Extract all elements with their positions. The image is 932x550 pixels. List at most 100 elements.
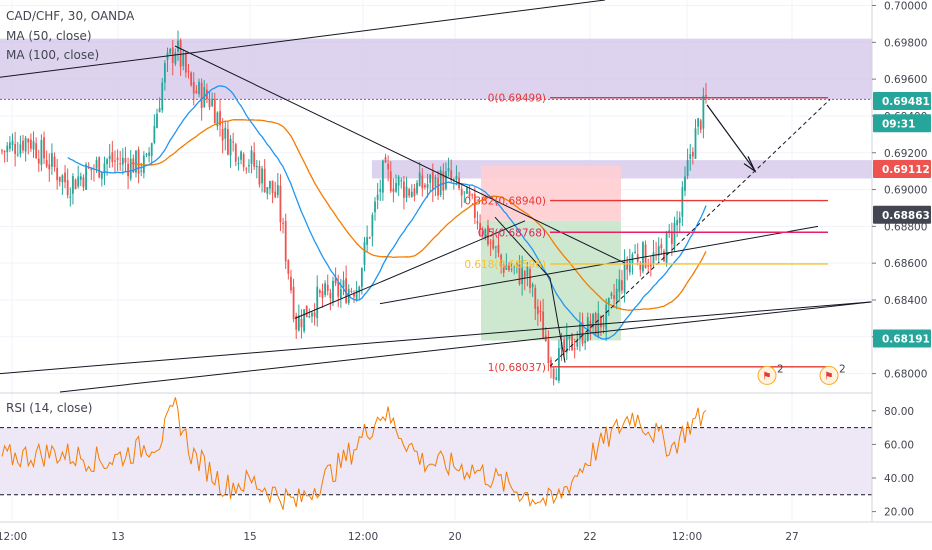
candle-body bbox=[74, 179, 77, 190]
candle-body bbox=[329, 292, 332, 299]
wave-line bbox=[549, 277, 566, 363]
price-tick-label: 0.69000 bbox=[884, 185, 927, 197]
candle-body bbox=[208, 98, 211, 108]
candle-body bbox=[705, 94, 707, 97]
candle-body bbox=[536, 306, 539, 314]
candle-body bbox=[87, 167, 90, 169]
rising-support-line bbox=[379, 225, 819, 305]
candle-body bbox=[276, 185, 279, 195]
candle-body bbox=[124, 158, 127, 163]
candle-body bbox=[445, 171, 447, 189]
candle-body bbox=[274, 191, 277, 198]
candle-body bbox=[568, 336, 571, 339]
upper-trendline bbox=[0, 0, 606, 78]
ma100-label: MA (100, close) bbox=[6, 48, 100, 62]
fib-level-label: 0.382(0.68940) bbox=[464, 196, 546, 208]
candle-body bbox=[476, 221, 479, 224]
arrow-head bbox=[743, 156, 757, 173]
candle-body bbox=[45, 160, 48, 167]
candle-body bbox=[484, 228, 487, 238]
rsi-legend: RSI (14, close) bbox=[6, 401, 92, 415]
resistance-zone bbox=[0, 38, 872, 100]
candle-body bbox=[439, 170, 442, 195]
rsi-tick-label: 40.00 bbox=[884, 473, 914, 485]
candle-body bbox=[156, 113, 158, 128]
rsi-band bbox=[0, 427, 872, 495]
candle-body bbox=[521, 267, 524, 285]
candle-body bbox=[691, 151, 694, 157]
candle-body bbox=[584, 340, 587, 344]
candle-body bbox=[53, 156, 56, 168]
candle-body bbox=[321, 291, 324, 298]
candle-body bbox=[471, 194, 474, 196]
candle-body bbox=[287, 260, 290, 274]
candle-body bbox=[468, 191, 471, 197]
candle-body bbox=[529, 268, 531, 288]
candle-body bbox=[610, 293, 613, 296]
candle-body bbox=[82, 177, 85, 188]
candle-body bbox=[689, 154, 692, 160]
candle-body bbox=[626, 261, 629, 270]
dashed-projection-line bbox=[549, 99, 831, 367]
candle-body bbox=[379, 188, 382, 192]
candle-body bbox=[678, 217, 681, 224]
time-tick-label: 12:00 bbox=[0, 531, 27, 543]
fib-level-label: 1(0.68037) bbox=[488, 362, 546, 374]
event-badge-icon bbox=[819, 365, 839, 385]
candle-body bbox=[153, 125, 156, 143]
candle-body bbox=[502, 263, 505, 273]
candle-body bbox=[350, 290, 353, 292]
candle-body bbox=[668, 230, 671, 232]
price-tag-label: 0.68191 bbox=[882, 333, 930, 345]
price-tick-label: 0.69200 bbox=[884, 148, 927, 160]
fib-level-label: 0(0.69499) bbox=[488, 93, 546, 105]
candle-body bbox=[374, 201, 376, 213]
candle-body bbox=[229, 138, 232, 156]
candle-body bbox=[177, 40, 179, 52]
candles bbox=[1, 30, 707, 386]
candle-body bbox=[303, 309, 305, 331]
candle-body bbox=[424, 185, 426, 188]
candle-body bbox=[174, 52, 177, 64]
candle-body bbox=[119, 163, 122, 165]
candle-body bbox=[3, 151, 6, 153]
candle-body bbox=[245, 168, 248, 170]
wave-line bbox=[494, 216, 551, 279]
candle-body bbox=[397, 176, 400, 186]
ascending-trendline bbox=[294, 220, 526, 319]
candle-body bbox=[579, 324, 581, 340]
candle-body bbox=[500, 254, 503, 263]
candle-body bbox=[297, 315, 300, 331]
price-tick-label: 0.68400 bbox=[884, 295, 927, 307]
candle-body bbox=[145, 154, 148, 156]
candle-body bbox=[51, 153, 53, 167]
candle-body bbox=[332, 280, 334, 303]
candle-body bbox=[381, 160, 384, 193]
ma50-label: MA (50, close) bbox=[6, 29, 92, 43]
candle-body bbox=[368, 237, 371, 239]
candle-body bbox=[232, 141, 235, 143]
candle-body bbox=[240, 151, 242, 160]
candle-body bbox=[211, 98, 214, 107]
candle-body bbox=[492, 239, 495, 249]
rsi-tick-label: 80.00 bbox=[884, 406, 914, 418]
candle-body bbox=[135, 150, 137, 173]
candle-body bbox=[56, 167, 59, 181]
candle-body bbox=[132, 158, 135, 173]
candle-body bbox=[261, 168, 263, 184]
candle-body bbox=[429, 174, 432, 183]
candle-body bbox=[539, 311, 542, 313]
candle-body bbox=[358, 286, 361, 293]
candle-body bbox=[594, 313, 597, 335]
candle-body bbox=[657, 246, 660, 256]
candle-body bbox=[618, 279, 621, 292]
candle-body bbox=[431, 171, 434, 190]
candle-body bbox=[697, 118, 700, 127]
candle-body bbox=[600, 315, 602, 328]
candle-body bbox=[103, 163, 106, 174]
price-axis bbox=[872, 0, 932, 550]
candle-body bbox=[389, 171, 392, 192]
candle-body bbox=[686, 160, 689, 176]
candle-body bbox=[269, 181, 271, 189]
